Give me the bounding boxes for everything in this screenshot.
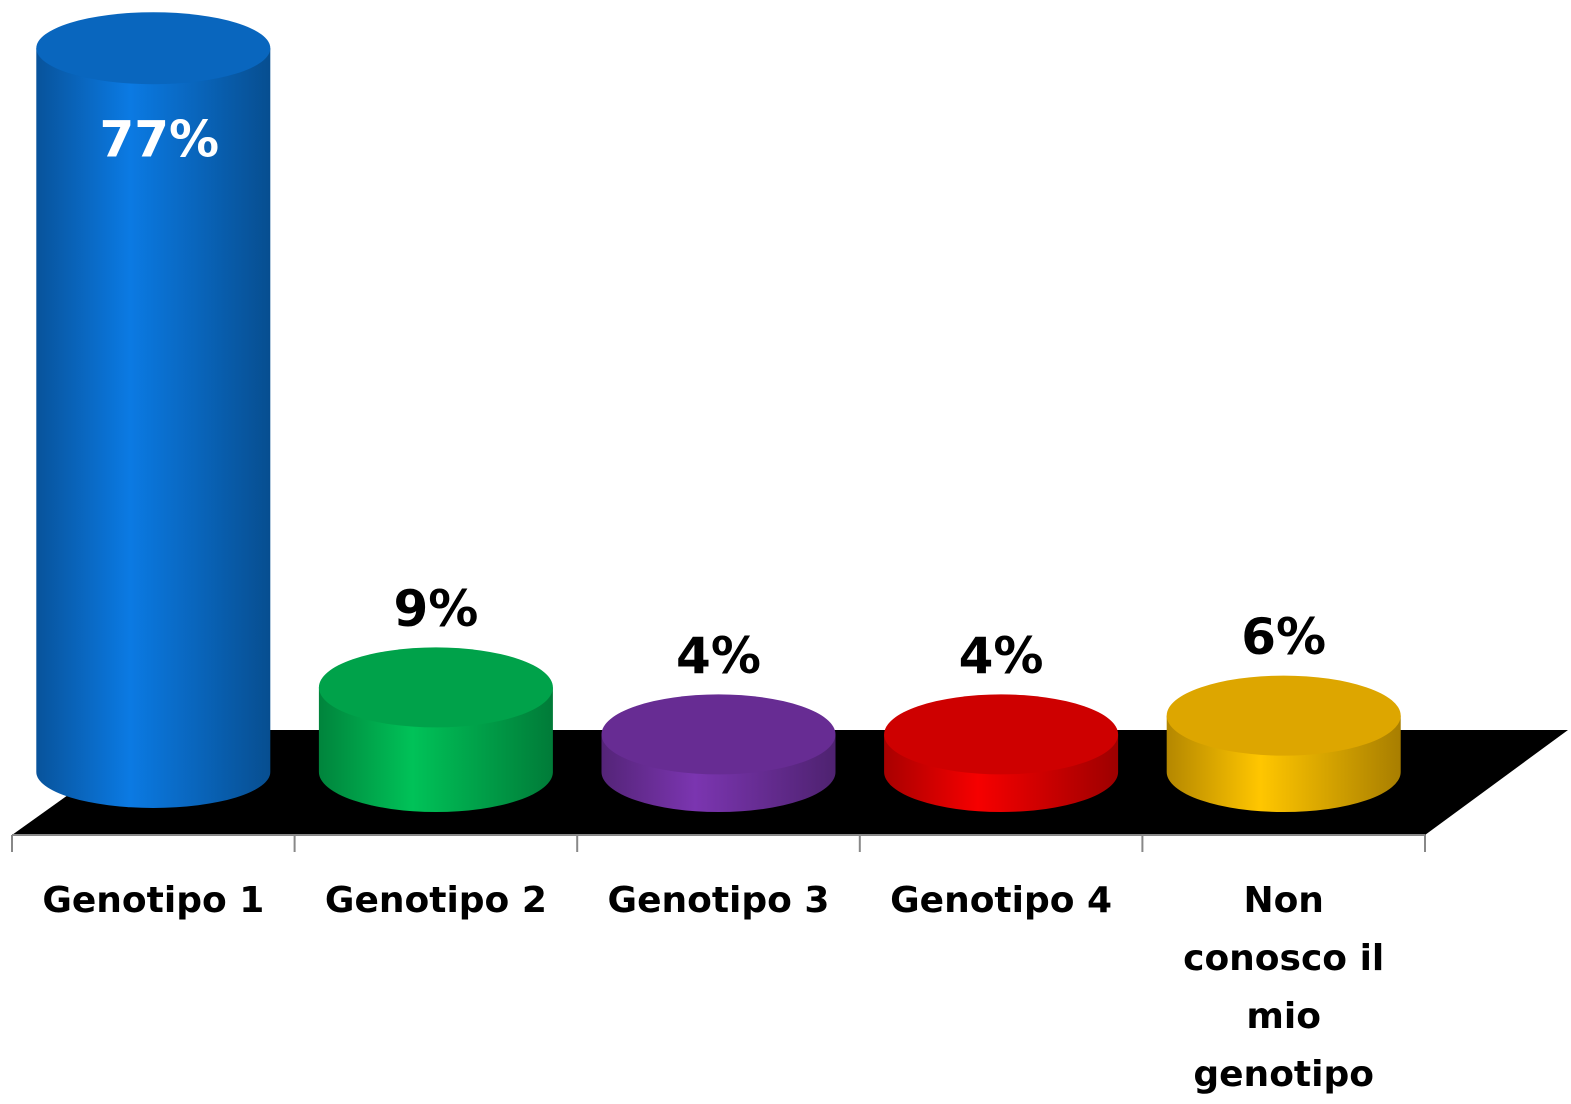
x-tick-label: Genotipo 1	[42, 880, 265, 921]
x-tick-label: Genotipo 3	[607, 880, 830, 921]
x-tick-label: Non conosco il mio genotipo	[1183, 880, 1385, 1095]
value-label: 9%	[393, 580, 478, 638]
value-label: 4%	[959, 627, 1044, 685]
value-label: 77%	[99, 111, 219, 169]
bar	[1166, 675, 1401, 813]
bar-top	[884, 694, 1119, 775]
bar	[318, 647, 553, 812]
value-label: 4%	[676, 627, 761, 685]
bar-top	[318, 647, 553, 728]
bar-top	[1166, 675, 1401, 756]
bar-top	[601, 694, 836, 775]
value-label: 6%	[1241, 608, 1326, 666]
bar-top	[36, 12, 271, 85]
bar-body	[36, 48, 271, 808]
bar	[601, 694, 836, 813]
bar	[36, 12, 271, 808]
chart: 77% 9% 4% 4% 6%	[11, 12, 1568, 852]
x-tick-label: Genotipo 2	[324, 880, 547, 921]
x-tick-label: Genotipo 4	[890, 880, 1113, 921]
bar	[884, 694, 1119, 813]
page: 77%9%4%4%6% (() => { const data = JSON.p…	[11, 12, 1568, 1095]
